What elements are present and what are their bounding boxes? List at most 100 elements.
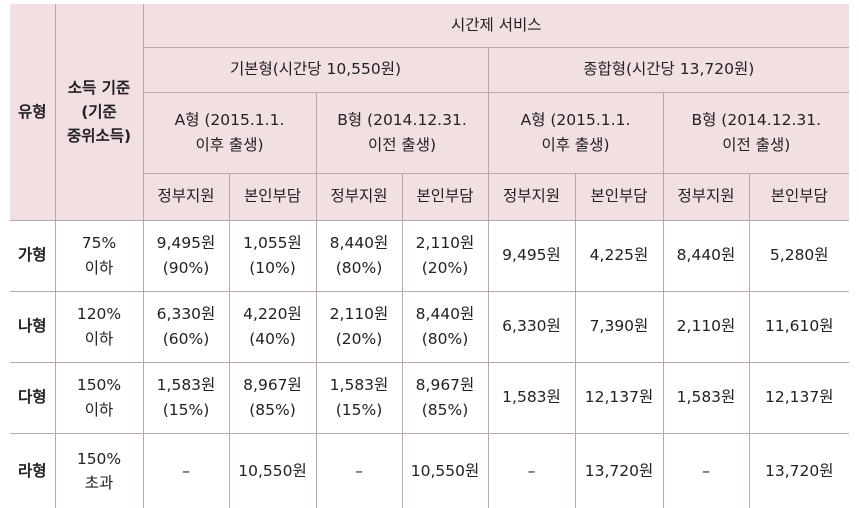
type-column-header: 유형	[10, 4, 56, 221]
self-pay-cell: 8,440원 (80%)	[401, 290, 489, 363]
income-criteria-line: 이하	[84, 400, 114, 419]
amount-line: 8,967원	[243, 376, 302, 395]
income-criteria-line: 초과	[84, 473, 114, 492]
gov-support-header: 정부지원	[315, 172, 403, 221]
amount-line: 10,550원	[238, 461, 307, 480]
table-body: 가형 75% 이하 9,495원 (90%) 1,055원 (10%) 8,440원 (80%)…	[10, 219, 849, 508]
gov-support-cell: 2,110원	[662, 290, 750, 363]
self-pay-cell: 4,220원 (40%)	[228, 290, 317, 363]
table-row: 나형 120% 이하 6,330원 (60%) 4,220원 (40%) 2,110원 (20%…	[10, 290, 849, 363]
amount-line: 1,583원	[156, 376, 216, 395]
amount-line: 13,720원	[584, 461, 654, 480]
amount-line: 12,137원	[584, 388, 654, 407]
amount-line: (85%)	[421, 400, 469, 419]
amount-line: 11,610원	[765, 317, 834, 336]
amount-line: (20%)	[421, 258, 469, 277]
amount-line: (10%)	[249, 258, 296, 277]
amount-line: –	[702, 461, 710, 480]
birth-type-line: 이후 출생)	[541, 135, 610, 154]
self-pay-cell: 7,390원	[574, 290, 664, 363]
self-pay-cell: 11,610원	[748, 290, 849, 363]
self-pay-cell: 10,550원	[228, 432, 317, 508]
amount-line: 8,440원	[329, 234, 389, 253]
gov-support-header: 정부지원	[487, 172, 576, 221]
amount-line: 2,110원	[415, 234, 475, 253]
amount-line: 7,390원	[589, 317, 649, 336]
amount-line: –	[527, 461, 536, 480]
row-type-label: 가형	[10, 219, 56, 292]
amount-line: 1,583원	[676, 388, 736, 407]
self-pay-header: 본인부담	[574, 172, 664, 221]
comprehensive-type-b-header: B형 (2014.12.31. 이전 출생)	[662, 91, 849, 174]
gov-support-cell: –	[662, 432, 750, 508]
comprehensive-plan-header: 종합형(시간당 13,720원)	[487, 46, 849, 93]
amount-line: –	[182, 461, 190, 480]
basic-plan-header: 기본형(시간당 10,550원)	[143, 46, 489, 93]
income-header-line: 중위소득)	[66, 126, 132, 145]
amount-line: 1,055원	[243, 234, 302, 253]
header-row-service: 유형 소득 기준 (기준 중위소득) 시간제 서비스	[10, 4, 849, 221]
gov-support-cell: –	[487, 432, 576, 508]
amount-line: (60%)	[162, 329, 210, 348]
gov-support-cell: 9,495원 (90%)	[142, 219, 230, 292]
amount-line: (15%)	[335, 400, 383, 419]
gov-support-cell: –	[142, 432, 230, 508]
income-criteria-cell: 75% 이하	[54, 219, 144, 292]
table-header: 유형 소득 기준 (기준 중위소득) 시간제 서비스 기본형(시간당 10,55…	[10, 4, 849, 221]
gov-support-header: 정부지원	[143, 172, 230, 221]
self-pay-header: 본인부담	[748, 172, 849, 221]
amount-line: (15%)	[162, 400, 210, 419]
amount-line: 6,330원	[502, 317, 561, 336]
birth-type-line: 이전 출생)	[722, 135, 791, 154]
self-pay-header: 본인부담	[401, 172, 489, 221]
birth-type-line: B형 (2014.12.31.	[337, 111, 467, 130]
self-pay-cell: 13,720원	[574, 432, 664, 508]
income-criteria-line: 75%	[81, 234, 117, 253]
gov-support-cell: 1,583원 (15%)	[315, 361, 403, 434]
amount-line: 13,720원	[765, 461, 834, 480]
header-row-birth-type: A형 (2015.1.1. 이후 출생) B형 (2014.12.31. 이전 …	[10, 91, 849, 174]
amount-line: (80%)	[335, 258, 383, 277]
birth-type-line: B형 (2014.12.31.	[691, 111, 822, 130]
self-pay-cell: 8,967원 (85%)	[401, 361, 489, 434]
birth-type-line: A형 (2015.1.1.	[174, 111, 285, 130]
amount-line: 1,583원	[502, 388, 561, 407]
gov-support-cell: –	[315, 432, 403, 508]
self-pay-cell: 12,137원	[748, 361, 849, 434]
birth-type-line: A형 (2015.1.1.	[520, 111, 631, 130]
amount-line: (40%)	[249, 329, 296, 348]
self-pay-cell: 10,550원	[401, 432, 489, 508]
amount-line: 8,440원	[415, 305, 475, 324]
amount-line: 9,495원	[502, 246, 561, 265]
income-criteria-cell: 120% 이하	[54, 290, 144, 363]
self-pay-cell: 13,720원	[748, 432, 849, 508]
row-type-label: 나형	[10, 290, 56, 363]
income-criteria-line: 150%	[76, 449, 122, 468]
birth-type-line: 이후 출생)	[195, 135, 264, 154]
amount-line: 10,550원	[410, 461, 480, 480]
self-pay-cell: 4,225원	[574, 219, 664, 292]
income-header-line: 소득 기준	[67, 78, 131, 97]
gov-support-cell: 9,495원	[487, 219, 576, 292]
amount-line: 6,330원	[156, 305, 216, 324]
amount-line: 1,583원	[329, 376, 389, 395]
amount-line: 4,225원	[589, 246, 649, 265]
income-criteria-cell: 150% 이하	[54, 361, 144, 434]
comprehensive-type-a-header: A형 (2015.1.1. 이후 출생)	[487, 91, 664, 174]
self-pay-cell: 8,967원 (85%)	[228, 361, 317, 434]
table-row: 다형 150% 이하 1,583원 (15%) 8,967원 (85%) 1,583원 (15%…	[10, 361, 849, 434]
gov-support-cell: 8,440원	[662, 219, 750, 292]
amount-line: 5,280원	[769, 246, 829, 265]
gov-support-header: 정부지원	[662, 172, 750, 221]
self-pay-header: 본인부담	[228, 172, 317, 221]
basic-type-a-header: A형 (2015.1.1. 이후 출생)	[143, 91, 317, 174]
basic-type-b-header: B형 (2014.12.31. 이전 출생)	[315, 91, 489, 174]
row-type-label: 라형	[10, 432, 56, 508]
birth-type-line: 이전 출생)	[367, 135, 436, 154]
gov-support-cell: 2,110원 (20%)	[315, 290, 403, 363]
income-criteria-line: 120%	[76, 305, 122, 324]
income-criteria-cell: 150% 초과	[54, 432, 144, 508]
amount-line: (85%)	[249, 400, 296, 419]
income-column-header: 소득 기준 (기준 중위소득)	[54, 4, 144, 221]
amount-line: 4,220원	[243, 305, 302, 324]
